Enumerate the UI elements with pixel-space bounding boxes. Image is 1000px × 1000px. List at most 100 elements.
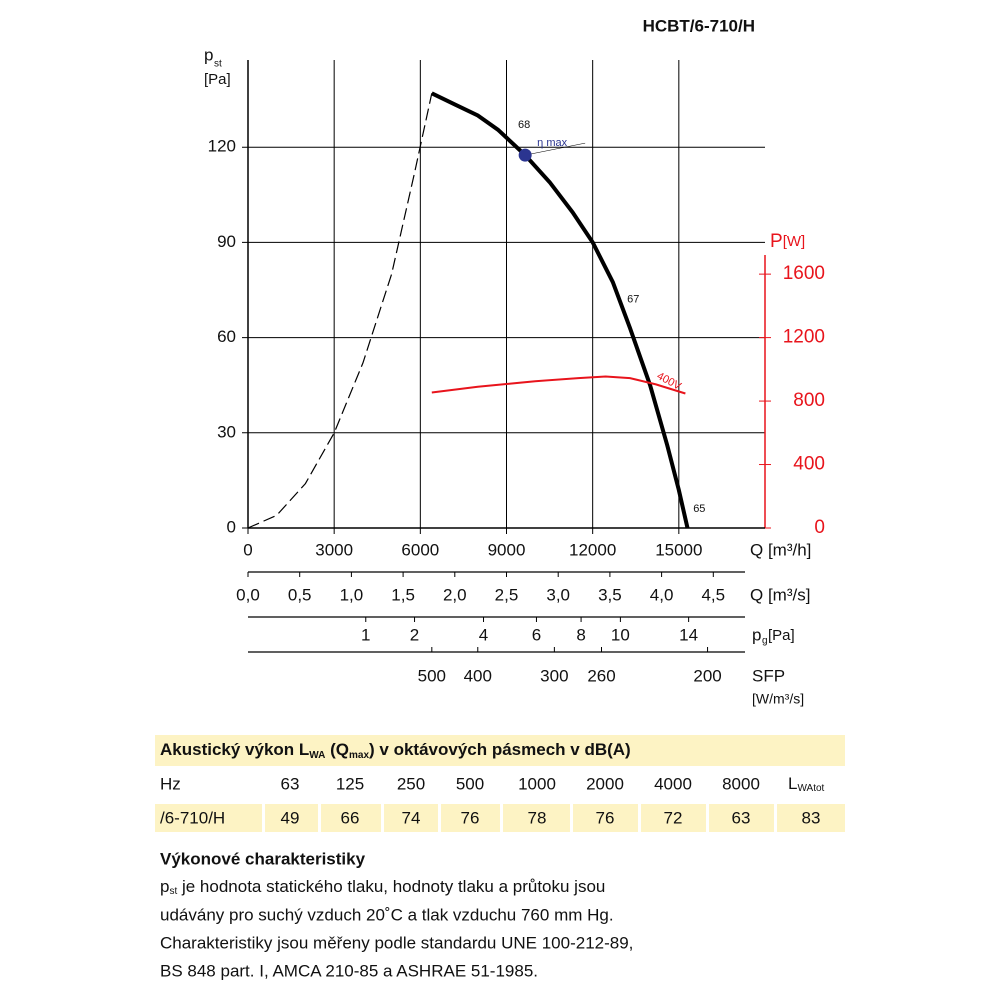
secondary-label: p (752, 625, 761, 644)
table-header: 1000 (518, 774, 556, 793)
y2-tick-label: 400 (793, 454, 825, 475)
table-header: 4000 (654, 774, 692, 793)
eta-leader (525, 142, 586, 156)
secondary-tick-label: 2 (410, 625, 419, 644)
secondary-label-sub: g (762, 636, 768, 647)
table-header: 8000 (722, 774, 760, 793)
table-cell (573, 804, 638, 832)
table-title: Akustický výkon LWA (Qmax) v oktávových … (160, 740, 631, 760)
secondary-tick-label: 300 (540, 666, 568, 685)
y2-unit: [W] (783, 233, 806, 250)
table-cell (321, 804, 381, 832)
t: WA (309, 750, 325, 761)
t: je hodnota statického tlaku, hodnoty tla… (177, 877, 605, 896)
secondary-tick-label: 3,0 (546, 585, 570, 604)
t: max (349, 750, 369, 761)
table-header-last: LWAtot (788, 774, 825, 793)
y-unit: [Pa] (204, 71, 231, 88)
secondary-unit: [Pa] (768, 627, 795, 644)
y-tick-label: 0 (227, 517, 236, 536)
secondary-tick-label: 2,0 (443, 585, 467, 604)
t: Akustický výkon L (160, 740, 309, 759)
secondary-tick-label: 4 (479, 625, 488, 644)
table-cell-text: 78 (528, 808, 547, 827)
secondary-tick-label: 2,5 (495, 585, 519, 604)
table-cell (709, 804, 774, 832)
t: ) v oktávových pásmech v dB(A) (369, 740, 631, 759)
series-line (431, 375, 686, 395)
y2-label: P[W] (770, 231, 805, 252)
t: (Q (325, 740, 349, 759)
secondary-tick-label: 1,5 (391, 585, 415, 604)
table-cell (265, 804, 318, 832)
t: p (160, 877, 169, 896)
t: L (788, 774, 797, 793)
secondary-tick-label: 14 (679, 625, 698, 644)
table-cell-text: 72 (664, 808, 683, 827)
y-tick-label: 90 (217, 232, 236, 251)
secondary-tick-label: 200 (693, 666, 721, 685)
secondary-tick-label: 0,5 (288, 585, 312, 604)
y-tick-label: 60 (217, 327, 236, 346)
secondary-tick-label: 10 (611, 625, 630, 644)
notes-line: BS 848 part. I, AMCA 210-85 a ASHRAE 51-… (160, 961, 538, 980)
table-cell-text: 76 (461, 808, 480, 827)
eta-max-point (518, 148, 532, 162)
table-cell (441, 804, 500, 832)
secondary-tick-label: 400 (464, 666, 492, 685)
y2-tick-label: 800 (793, 390, 825, 411)
y2-tick-label: 0 (814, 517, 825, 538)
x-tick-label: 12000 (569, 540, 616, 559)
secondary-tick-label: 260 (587, 666, 615, 685)
series-line (430, 91, 690, 529)
y-label-sub: st (214, 59, 222, 70)
x-tick-label: 6000 (401, 540, 439, 559)
series-line (247, 93, 433, 529)
y2-tick-label: 1200 (783, 327, 825, 348)
table-cell-text: 63 (732, 808, 751, 827)
table-header: 125 (336, 774, 364, 793)
y-label: p (204, 45, 213, 64)
secondary-tick-label: 1,0 (340, 585, 364, 604)
secondary-tick-label: 6 (532, 625, 541, 644)
table-header: 250 (397, 774, 425, 793)
notes-line: Charakteristiky jsou měřeny podle standa… (160, 933, 633, 952)
table-header: 63 (281, 774, 300, 793)
notes-heading: Výkonové charakteristiky (160, 849, 366, 868)
secondary-tick-label: 8 (576, 625, 585, 644)
y2-label: P (770, 231, 783, 252)
secondary-label: Q [m³/s] (750, 585, 810, 604)
x-tick-label: 15000 (655, 540, 702, 559)
annotation: 68 (518, 119, 530, 131)
annotation: 65 (693, 503, 705, 515)
x-tick-label: 0 (243, 540, 252, 559)
secondary-tick-label: 0,0 (236, 585, 260, 604)
table-cell (503, 804, 570, 832)
chart-title: HCBT/6-710/H (643, 16, 755, 35)
secondary-tick-label: 4,5 (701, 585, 725, 604)
secondary-label: SFP (752, 666, 785, 685)
t: st (169, 886, 177, 897)
t: WAtot (797, 783, 824, 794)
table-cell (155, 804, 262, 832)
table-header: 500 (456, 774, 484, 793)
notes-line: pst je hodnota statického tlaku, hodnoty… (160, 877, 605, 896)
table-cell-text: 49 (281, 808, 300, 827)
eta-label: η max (537, 137, 567, 149)
table-title-band (155, 735, 845, 766)
x-tick-label: 9000 (488, 540, 526, 559)
table-cell (384, 804, 438, 832)
table-cell-text: 74 (402, 808, 421, 827)
y2-tick-label: 1600 (783, 263, 825, 284)
secondary-tick-label: 500 (418, 666, 446, 685)
table-cell-text: 66 (341, 808, 360, 827)
notes-line: udávány pro suchý vzduch 20˚C a tlak vzd… (160, 905, 614, 924)
secondary-unit: [W/m³/s] (752, 691, 804, 707)
x-label: Q [m³/h] (750, 540, 811, 559)
table-cell (641, 804, 706, 832)
table-cell-text: 76 (596, 808, 615, 827)
table-header: 2000 (586, 774, 624, 793)
y-tick-label: 30 (217, 422, 236, 441)
table-cell-text: 83 (802, 808, 821, 827)
